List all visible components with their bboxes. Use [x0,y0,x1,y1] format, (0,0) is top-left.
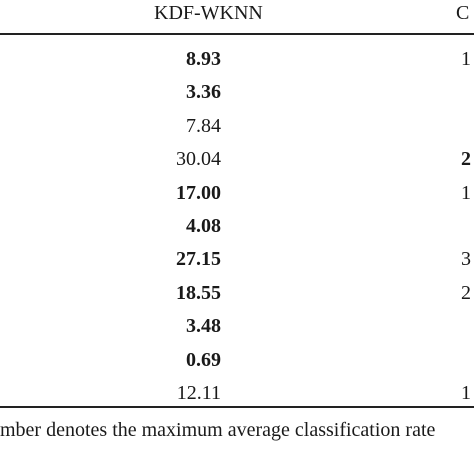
table-row: 18.55 2 [0,276,474,310]
table-row: 3.36 [0,75,474,109]
table-row: 30.04 2 [0,142,474,176]
table-row: 0.69 [0,343,474,377]
cell-next-column: 1 [461,48,471,70]
cell-kdf-wknn: 3.48 [186,315,221,338]
column-header-kdf-wknn: KDF-WKNN [154,2,263,24]
cell-kdf-wknn: 12.11 [176,382,221,404]
cell-kdf-wknn: 0.69 [186,348,221,371]
cell-kdf-wknn: 30.04 [176,148,221,171]
table-footnote: mber denotes the maximum average classif… [0,419,436,441]
cell-kdf-wknn: 4.08 [186,215,221,237]
cell-kdf-wknn: 27.15 [176,248,221,271]
table-row: 27.15 3 [0,242,474,276]
table-row: 8.93 1 [0,42,474,76]
table-row: 3.48 [0,309,474,343]
table-row: 17.00 1 [0,176,474,210]
cell-next-column: 2 [461,148,471,171]
cell-next-column: 3 [461,248,471,271]
table-row: 4.08 [0,209,474,243]
table-top-rule [0,33,474,35]
cell-kdf-wknn: 7.84 [186,114,221,137]
column-header-next: C [456,2,470,24]
cell-next-column: 1 [461,382,471,404]
cell-kdf-wknn: 3.36 [186,81,221,104]
cell-kdf-wknn: 18.55 [176,281,221,304]
table-row: 7.84 [0,109,474,143]
cell-kdf-wknn: 17.00 [176,181,221,204]
cell-kdf-wknn: 8.93 [186,48,221,70]
table-row: 12.11 1 [0,376,474,410]
table-bottom-rule [0,406,474,408]
cell-next-column: 2 [461,281,471,304]
cell-next-column: 1 [461,181,471,204]
